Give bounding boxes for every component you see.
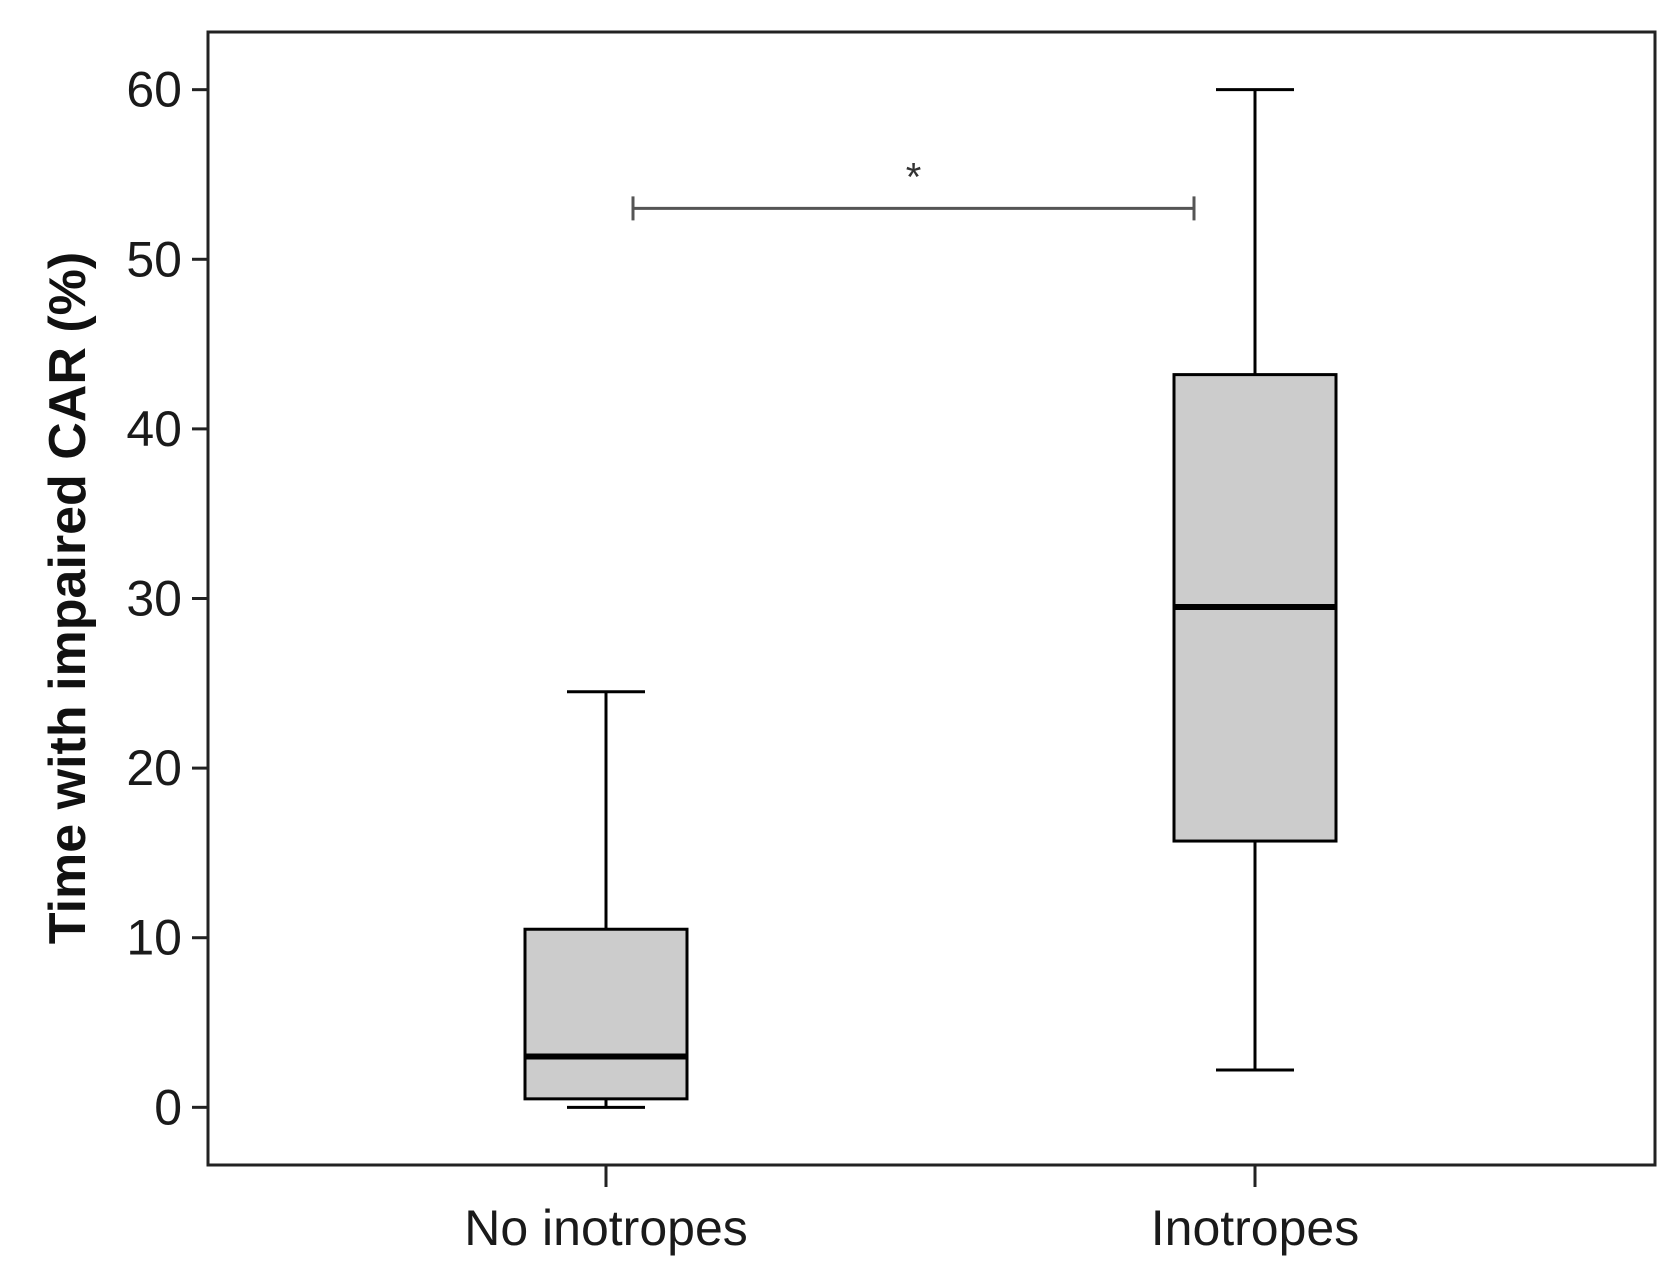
y-axis-title: Time with impaired CAR (%) xyxy=(39,252,97,944)
y-axis: 0 10 20 30 40 50 60 xyxy=(126,62,208,1135)
box-iqr xyxy=(523,927,689,1101)
significance-marker: * xyxy=(906,155,922,199)
significance-bracket: * xyxy=(631,155,1196,221)
x-category-label-1: No inotropes xyxy=(464,1200,748,1256)
x-axis: No inotropes Inotropes xyxy=(464,1165,1359,1256)
plot-frame xyxy=(206,30,1657,1167)
y-tick-label-10: 10 xyxy=(126,910,182,966)
y-tick-label-0: 0 xyxy=(154,1079,182,1135)
boxes xyxy=(523,88,1338,1109)
y-tick-label-60: 60 xyxy=(126,62,182,118)
y-tick-label-40: 40 xyxy=(126,401,182,457)
y-tick-label-20: 20 xyxy=(126,740,182,796)
y-tick-label-50: 50 xyxy=(126,231,182,287)
x-category-label-2: Inotropes xyxy=(1151,1200,1359,1256)
box-no-inotropes xyxy=(523,690,689,1109)
y-tick-label-30: 30 xyxy=(126,571,182,627)
box-inotropes xyxy=(1172,88,1338,1072)
